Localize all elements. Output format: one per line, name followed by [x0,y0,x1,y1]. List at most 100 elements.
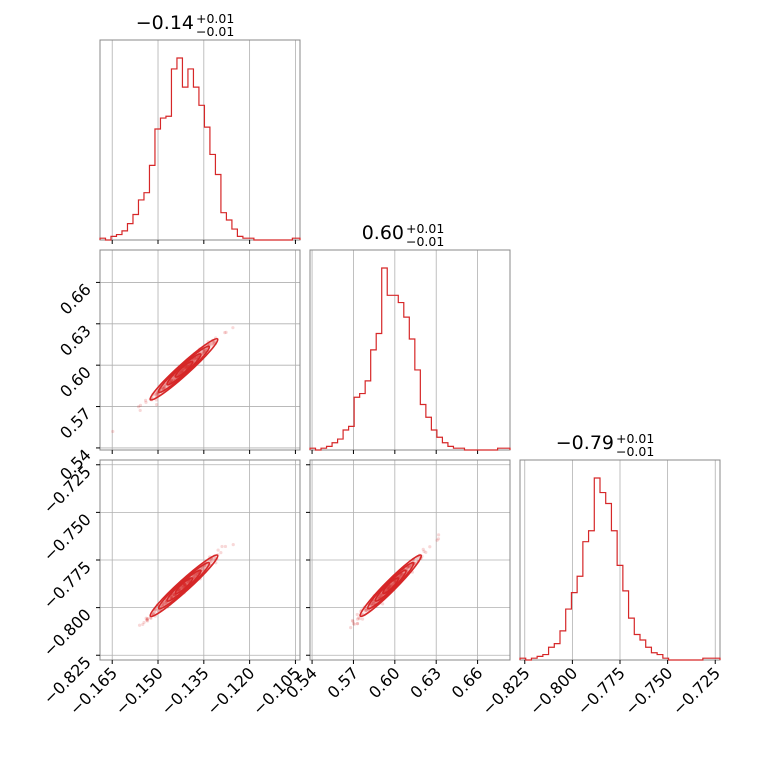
scatter-point [185,365,190,369]
scatter-point [210,341,215,346]
scatter-point [355,617,360,621]
scatter-point [371,602,375,606]
scatter-point [201,350,205,354]
scatter-point [388,585,392,589]
panel-0-0: −0.14 +0.01−0.01 [99,11,301,244]
scatter-point [179,370,183,374]
scatter-point [155,391,159,395]
scatter-point [169,379,173,383]
scatter-point [193,357,198,361]
contour-level [382,577,400,595]
scatter-point [364,608,368,612]
x-tick-label: 0.57 [324,663,363,702]
scatter-point [421,547,425,551]
x-tick-label: −0.150 [112,663,167,718]
scatter-point [398,574,402,578]
scatter-point [399,573,403,577]
panel-frame [99,39,301,241]
scatter-point [223,331,227,335]
scatter-point [406,565,410,570]
scatter-point [379,593,383,597]
scatter-point [212,340,216,344]
scatter-point [161,387,165,391]
scatter-point [195,572,199,576]
x-tick-label: −0.120 [203,663,258,718]
scatter-point [400,573,404,577]
scatter-point [207,343,211,347]
scatter-point [179,370,183,374]
scatter-point [180,585,184,589]
x-tick-label: −0.750 [621,663,676,718]
scatter-point [428,545,432,549]
scatter-point [162,386,167,390]
scatter-point [385,587,389,591]
scatter-point [171,378,176,382]
scatter-point [377,595,381,599]
scatter-point [151,612,156,616]
scatter-point [360,617,365,621]
scatter-point [407,565,412,569]
y-tick-label: −0.800 [40,605,95,660]
panel-2-0 [96,459,301,664]
scatter-point [380,593,384,597]
scatter-point [398,575,402,579]
contour-level [157,561,211,610]
panel-frame [99,249,301,451]
param-title-plus-0: +0.01 [196,11,234,26]
scatter-point [355,612,359,617]
scatter-point [389,583,393,588]
x-tick-label: −0.135 [157,663,212,718]
scatter-point [195,356,199,360]
scatter-point [145,618,149,622]
scatter-point [137,623,142,627]
histogram-1 [309,267,511,451]
scatter-point [372,599,376,604]
param-title-1: 0.60 [362,222,404,244]
scatter-point [351,619,355,624]
scatter-point [179,370,184,374]
scatter-point [156,608,160,613]
scatter-point [170,379,174,383]
scatter-point [352,622,356,626]
contour-level [166,569,202,602]
scatter-point [151,612,155,616]
y-tick-label: 0.57 [56,404,95,443]
scatter-point [436,537,441,541]
scatter-point [349,626,353,630]
panel-2-2: −0.79 +0.01−0.01 [519,431,721,664]
scatter-point [162,386,166,390]
scatter-point [154,393,158,397]
scatter-point [193,574,197,578]
scatter-point [184,366,188,370]
scatter-point [182,367,186,372]
scatter-point [178,587,182,591]
scatter-point [370,601,374,606]
scatter-point [380,593,384,597]
scatter-point [153,392,157,396]
y-tick-label: 0.66 [56,280,95,319]
scatter-point [386,586,390,590]
scatter-point [183,582,187,586]
scatter-point [210,343,214,347]
x-tick-label: −0.825 [478,663,533,718]
scatter-point [424,550,428,554]
scatter-point [138,408,142,413]
scatter-point [161,386,165,390]
scatter-point [145,617,150,621]
scatter-point [372,599,376,603]
scatter-point [183,583,187,587]
scatter-point [186,364,190,368]
y-tick-label: 0.63 [56,321,95,360]
scatter-point [184,365,188,369]
x-tick-label: 0.66 [448,663,487,702]
scatter-point [186,580,190,584]
scatter-point [202,350,206,354]
scatter-point [180,369,185,373]
scatter-point [184,364,189,368]
scatter-point [155,392,159,397]
scatter-point [435,538,439,542]
scatter-point [160,603,164,607]
scatter-point [144,616,148,620]
contour-level [359,554,423,618]
